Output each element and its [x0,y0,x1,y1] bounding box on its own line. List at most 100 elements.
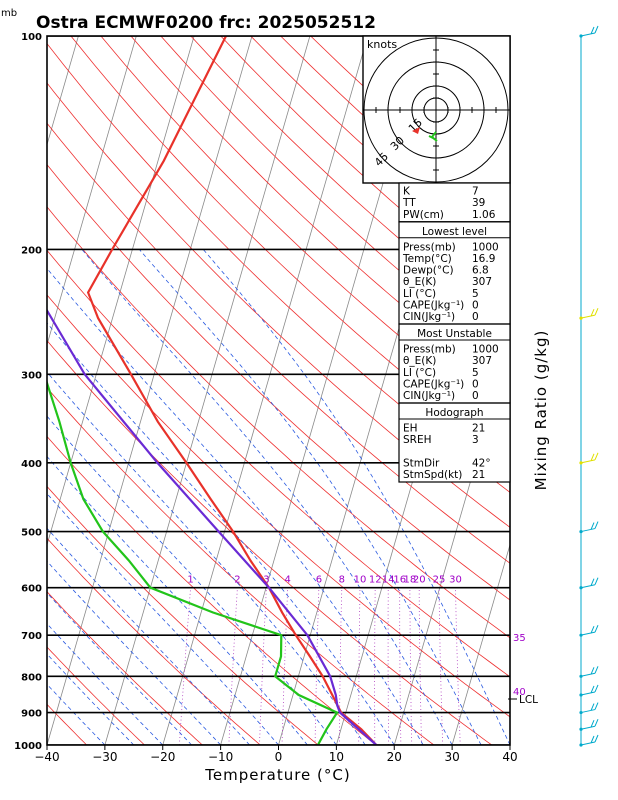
lowest-level-block-heading: Lowest level [422,226,487,238]
wind-barb-dot [579,34,583,38]
dry-adiabat-line [47,206,510,639]
hodograph-table-block-heading: Hodograph [425,407,483,419]
dry-adiabat-line [47,249,510,678]
mixing-ratio-line [338,587,343,745]
temperature-tick-label: 20 [387,750,402,764]
wind-barb [580,25,599,37]
pressure-tick-label: 100 [21,32,42,43]
wind-barb [580,452,599,464]
wind-barb [580,521,599,533]
mixing-ratio-label: 12 [369,575,382,586]
wind-barb [580,734,599,746]
wind-barb [580,684,599,696]
pressure-unit-label: mb [1,8,17,19]
dry-adiabat-line [47,703,87,745]
storm-motion-marker [412,127,420,134]
hodograph-table-block-row-value: 3 [472,434,479,446]
stats-table-background [399,183,510,482]
most-unstable-block-row-label: Press(mb) [403,344,456,356]
pressure-axis: 100 200 300 400 500 600 700 800 900 1000 [14,32,42,752]
mixing-ratio-line [438,587,444,745]
wind-barb [580,577,599,589]
mixing-ratio-axis-label: Mixing Ratio (g/kg) [532,330,550,491]
moist-adiabat-line [47,653,135,745]
mixing-ratio-label: 18 [404,575,417,586]
chart-title: Ostra ECMWF0200 frc: 2025052512 [36,13,376,33]
dry-adiabat-line [47,42,510,493]
dry-adiabat-line [47,646,145,745]
hodograph-trace [428,131,438,142]
temperature-tick-label: 10 [329,750,344,764]
pressure-tick-label: 400 [21,459,42,470]
moist-adiabat-line [47,322,395,745]
indices-row-label: K [403,186,411,198]
wind-barb-dot [579,710,583,715]
parcel-trace [47,308,378,745]
dry-adiabat-line [47,122,510,564]
mixing-ratio-label: 8 [339,575,345,586]
hodograph-units-label: knots [367,38,397,51]
x-axis-label: Temperature (°C) [204,766,350,784]
pressure-tick-label: 900 [21,709,42,720]
temperature-axis: −40 −30 −20 −10 0 10 20 30 40 LCL [34,694,538,764]
dry-adiabat-line [47,294,510,718]
wind-barb-dot [579,586,583,590]
mixing-ratio-side-label-40: 40 [513,687,526,698]
mixing-ratio-label: 14 [382,575,395,586]
dry-adiabat-line [47,485,319,745]
mixing-ratio-line [409,587,413,745]
pressure-tick-label: 700 [21,631,42,642]
mixing-ratio-label: 10 [354,575,367,586]
wind-barb-dot [579,461,583,465]
lcl-label: LCL [519,694,538,706]
temperature-tick-label: −30 [92,750,117,764]
temperature-tick-label: 30 [444,750,459,764]
lowest-level-block-row-label: LI (°C) [403,288,436,300]
lowest-level-block-row-value: 1000 [472,241,499,253]
dry-adiabat-line [47,435,377,745]
lowest-level-block: Lowest level Press(mb) 1000 Temp(°C) 16.9 Dew… [398,221,511,325]
isotherm-line [0,36,21,745]
wind-barb-dot [579,693,583,697]
isotherm-line [451,543,510,745]
dry-adiabat-line [47,537,261,745]
pressure-tick-label: 300 [21,370,42,381]
lowest-level-block-row-label: CAPE(Jkg⁻¹) [403,299,464,311]
wind-barb-dot [579,316,583,320]
wind-barb-dot [579,743,583,747]
hodograph-table-block-row-label: EH [403,423,418,435]
mixing-ratio-label: 20 [413,575,426,586]
wind-barb [580,624,599,636]
hodograph-table-block-box [398,402,511,483]
indices-row-value: 7 [472,186,479,198]
indices-row-value: 1.06 [472,209,496,221]
mixing-ratio-side-label-35: 35 [513,633,526,644]
isotherm-line [47,36,137,347]
mixing-ratio-label: 1 [187,575,193,586]
dry-adiabat-line [47,163,510,601]
mixing-ratio-label: 30 [449,575,462,586]
temperature-tick-label: −10 [208,750,233,764]
wind-barb [580,666,599,677]
wind-barb-dot [579,529,583,534]
wind-barb [580,307,599,319]
moist-adiabat-line [47,492,279,745]
mixing-ratio-line [281,587,289,745]
mixing-ratio-label: 6 [316,575,322,586]
wind-barb-column [579,25,599,747]
moist-adiabat-line [47,455,308,745]
pressure-tick-label: 200 [21,245,42,256]
mixing-ratio-line [455,587,461,745]
mixing-ratio-line [179,587,191,745]
wind-barb-dot [579,633,583,637]
most-unstable-block-row-value: 5 [472,367,479,379]
wind-barb [580,719,599,730]
lowest-level-block-row-value: 5 [472,288,479,300]
hodograph-table-block-row-value: 42° [472,457,491,469]
temperature-tick-label: 40 [502,750,517,764]
lowest-level-block-row-label: CIN(Jkg⁻¹) [403,311,455,323]
dry-adiabat-line [47,82,510,528]
temperature-tick-label: 0 [275,750,283,764]
moist-adiabat-line [47,592,192,745]
lowest-level-block-row-value: 0 [472,311,479,323]
